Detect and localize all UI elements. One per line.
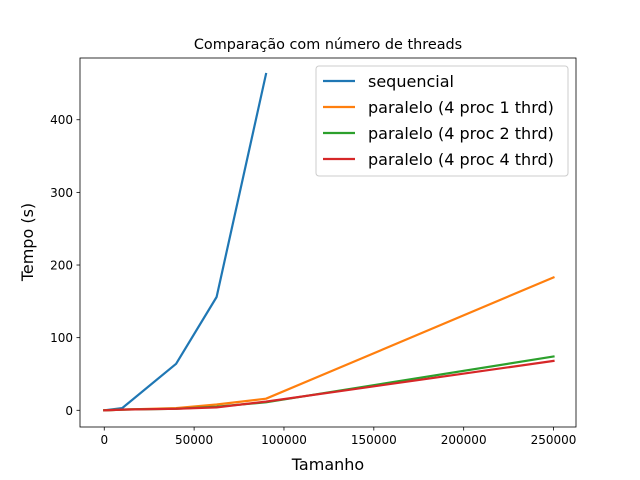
chart-title: Comparação com número de threads	[194, 37, 462, 53]
x-axis-label: Tamanho	[291, 455, 364, 474]
x-tick-label: 200000	[441, 433, 487, 447]
y-axis-label: Tempo (s)	[18, 203, 37, 282]
legend-box	[315, 65, 569, 177]
x-tick-label: 150000	[351, 433, 397, 447]
x-tick-label: 50000	[175, 433, 213, 447]
legend-label: sequencial	[368, 72, 454, 91]
y-tick-label: 300	[50, 186, 73, 200]
y-tick-label: 200	[50, 259, 73, 273]
legend-label: paralelo (4 proc 1 thrd)	[368, 98, 554, 117]
plot-frame	[79, 57, 577, 428]
y-tick-label: 0	[65, 404, 73, 418]
y-tick-label: 400	[50, 113, 73, 127]
series-line-4	[103, 359, 555, 412]
legend: sequencial paralelo (4 proc 1 thrd) parale…	[315, 65, 569, 177]
x-tick-label: 100000	[261, 433, 307, 447]
axis-ticks: 0 50000 100000 150000 200000 250000 0 100 200 300…	[50, 113, 576, 447]
legend-label: paralelo (4 proc 4 thrd)	[368, 150, 554, 169]
x-tick-label: 0	[100, 433, 108, 447]
legend-label: paralelo (4 proc 2 thrd)	[368, 124, 554, 143]
y-tick-label: 100	[50, 331, 73, 345]
series-lines	[103, 72, 555, 412]
x-tick-label: 250000	[531, 433, 577, 447]
